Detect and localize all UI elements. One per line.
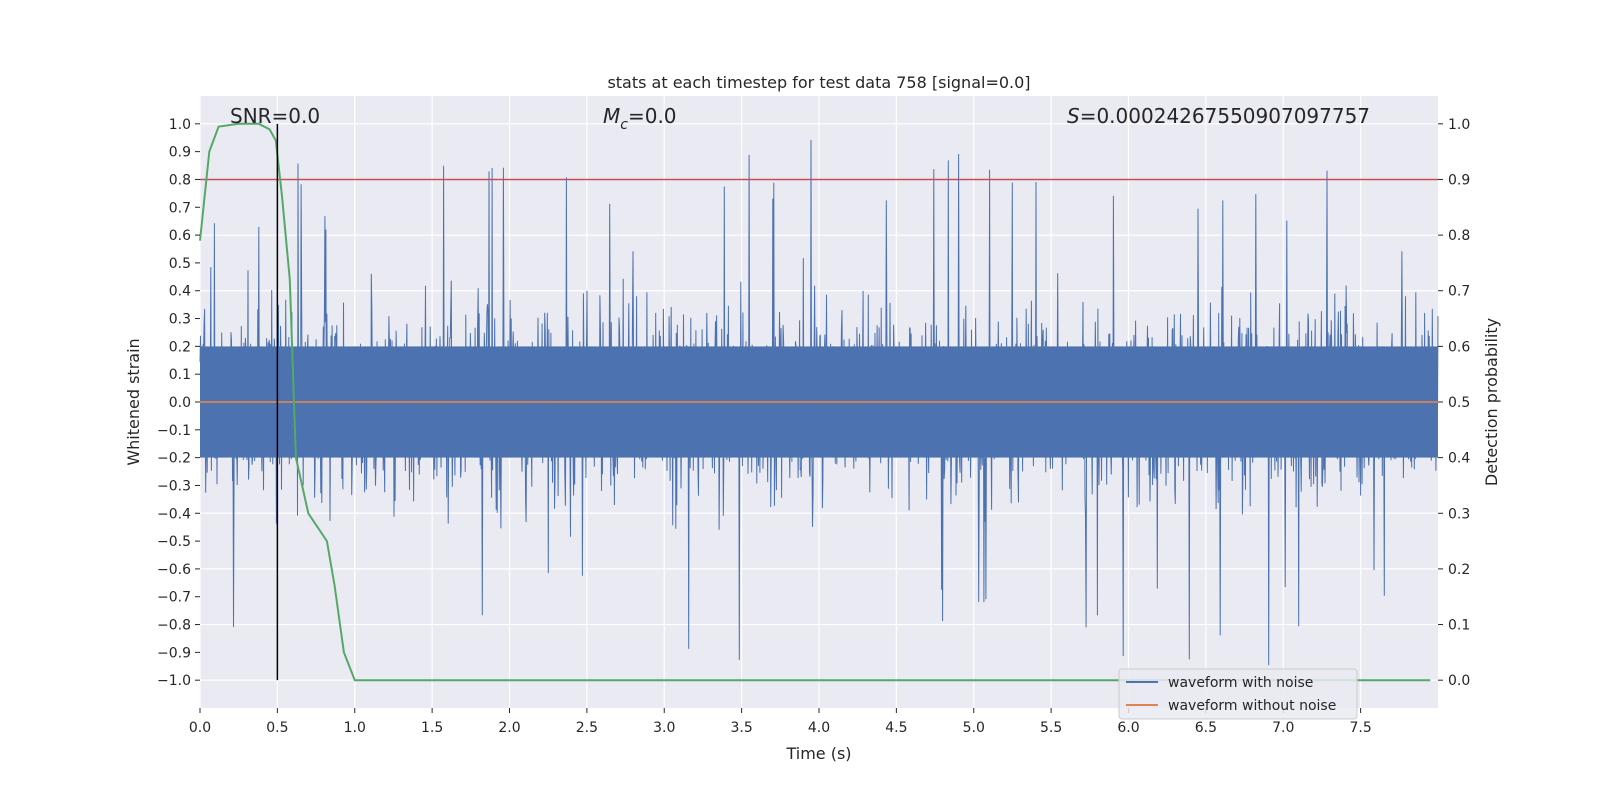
x-tick-label: 5.5 (1040, 720, 1062, 736)
x-tick-label: 3.5 (730, 720, 752, 736)
y-right-tick-label: 0.0 (1448, 673, 1470, 689)
y-left-tick-label: 0.5 (169, 256, 191, 272)
y-left-tick-label: −1.0 (157, 673, 191, 689)
y-right-tick-label: 0.8 (1448, 228, 1470, 244)
y-right-tick-label: 1.0 (1448, 117, 1470, 133)
y-left-tick-label: 0.7 (169, 200, 191, 216)
y-left-axis-ticks: 1.0 0.9 0.8 0.7 0.6 0.5 0.4 0.3 0.2 0.1 0.0 −0.1 −0.… (157, 117, 200, 689)
y-right-tick-label: 0.2 (1448, 562, 1470, 578)
x-axis-label: Time (s) (785, 744, 851, 763)
y-left-tick-label: −0.6 (157, 562, 191, 578)
y-left-tick-label: −0.1 (157, 423, 191, 439)
y-left-tick-label: 0.2 (169, 339, 191, 355)
s-annotation: S=0.00024267550907097757 (1067, 104, 1370, 128)
y-right-axis-ticks: 1.0 0.9 0.8 0.7 0.6 0.5 0.4 0.3 0.2 0.1 0.0 (1438, 117, 1470, 689)
x-tick-label: 2.5 (576, 720, 598, 736)
x-tick-label: 1.0 (344, 720, 366, 736)
y-left-tick-label: −0.4 (157, 506, 191, 522)
noise-trace (199, 139, 1439, 666)
y-left-tick-label: −0.3 (157, 478, 191, 494)
x-tick-label: 4.0 (808, 720, 830, 736)
x-tick-label: 7.0 (1272, 720, 1294, 736)
y-right-tick-label: 0.5 (1448, 395, 1470, 411)
y-left-tick-label: 1.0 (169, 117, 191, 133)
x-tick-label: 2.0 (498, 720, 520, 736)
snr-annotation: SNR=0.0 (230, 104, 320, 128)
y-left-tick-label: 0.6 (169, 228, 191, 244)
x-tick-label: 7.5 (1349, 720, 1371, 736)
x-tick-label: 4.5 (885, 720, 907, 736)
legend-label-clean: waveform without noise (1168, 698, 1336, 714)
y-left-tick-label: −0.9 (157, 645, 191, 661)
y-left-tick-label: −0.5 (157, 534, 191, 550)
x-tick-label: 1.5 (421, 720, 443, 736)
legend-box (1118, 668, 1358, 720)
x-tick-label: 0.0 (189, 720, 211, 736)
x-tick-label: 5.0 (963, 720, 985, 736)
chart-title: stats at each timestep for test data 758… (607, 73, 1030, 92)
detection-probability-line (199, 122, 1431, 682)
y-right-axis-label: Detection probability (1482, 318, 1501, 486)
y-left-tick-label: 0.8 (169, 172, 191, 188)
x-tick-label: 6.0 (1117, 720, 1139, 736)
y-left-tick-label: 0.1 (169, 367, 191, 383)
y-right-tick-label: 0.3 (1448, 506, 1470, 522)
y-left-tick-label: −0.7 (157, 590, 191, 606)
legend: waveform with noise waveform without noi… (1118, 668, 1358, 720)
y-left-tick-label: 0.0 (169, 395, 191, 411)
y-left-tick-label: 0.9 (169, 145, 191, 161)
y-left-tick-label: −0.2 (157, 451, 191, 467)
x-tick-label: 0.5 (266, 720, 288, 736)
y-left-tick-label: −0.8 (157, 618, 191, 634)
y-right-tick-label: 0.9 (1448, 172, 1470, 188)
mc-annotation: Mc=0.0 (603, 104, 677, 133)
x-axis-ticks: 0.0 0.5 1.0 1.5 2.0 2.5 3.0 3.5 4.0 4.5 5.0 5.5 6.0 6… (189, 708, 1372, 736)
y-right-tick-label: 0.1 (1448, 618, 1470, 634)
y-right-tick-label: 0.4 (1448, 451, 1470, 467)
legend-label-noise: waveform with noise (1168, 675, 1313, 691)
x-tick-label: 6.5 (1195, 720, 1217, 736)
y-left-tick-label: 0.4 (169, 284, 191, 300)
y-right-tick-label: 0.7 (1448, 284, 1470, 300)
x-tick-label: 3.0 (653, 720, 675, 736)
y-left-axis-label: Whitened strain (124, 338, 143, 465)
y-left-tick-label: 0.3 (169, 312, 191, 328)
y-right-tick-label: 0.6 (1448, 339, 1470, 355)
